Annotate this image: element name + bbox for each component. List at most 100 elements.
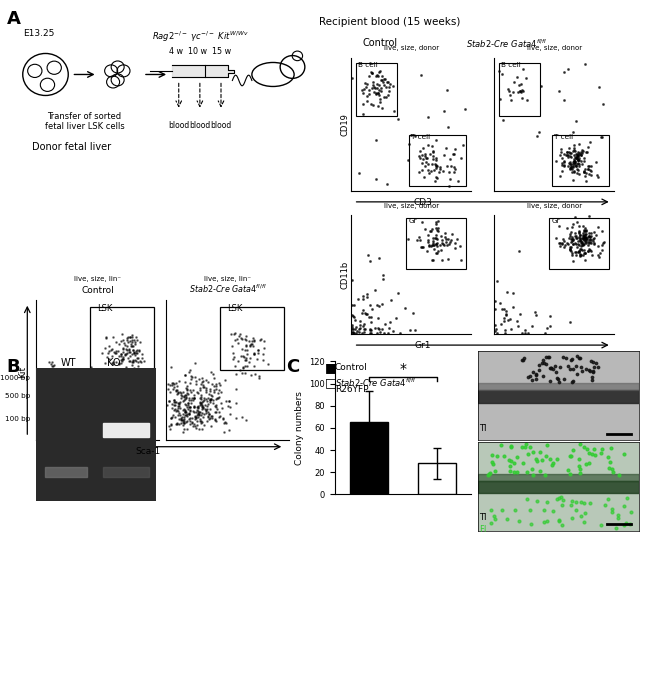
Point	[118, 343, 128, 354]
Point	[220, 374, 230, 385]
Point	[40, 393, 50, 404]
Point	[486, 518, 497, 529]
Point	[165, 419, 176, 430]
Point	[75, 379, 85, 389]
Point	[579, 226, 590, 237]
Point	[586, 160, 596, 171]
Point	[450, 243, 460, 254]
Point	[122, 340, 132, 351]
Point	[567, 232, 578, 243]
Point	[118, 344, 128, 355]
Point	[186, 394, 196, 405]
Point	[188, 393, 199, 404]
Point	[347, 72, 358, 83]
Point	[181, 417, 191, 428]
Point	[49, 389, 60, 400]
Point	[378, 76, 388, 87]
Point	[248, 349, 259, 360]
Text: $Stab2$-$Cre\ Gata4^{fl/fl}$: $Stab2$-$Cre\ Gata4^{fl/fl}$	[466, 38, 548, 50]
Point	[233, 331, 244, 342]
Point	[51, 401, 62, 412]
Point	[248, 341, 258, 352]
Point	[45, 417, 55, 428]
Point	[108, 356, 118, 367]
Point	[584, 243, 595, 254]
Point	[215, 398, 226, 409]
Point	[211, 383, 222, 394]
Point	[230, 360, 240, 371]
Point	[369, 284, 380, 295]
Point	[51, 410, 61, 421]
Point	[184, 367, 194, 378]
Point	[259, 336, 269, 347]
Point	[164, 396, 175, 406]
Point	[131, 346, 141, 357]
Point	[122, 334, 132, 345]
Point	[178, 409, 188, 419]
Point	[415, 235, 426, 246]
Point	[446, 161, 456, 172]
Point	[427, 224, 437, 235]
Point	[438, 239, 448, 250]
Point	[496, 318, 506, 329]
Point	[47, 380, 58, 391]
Point	[42, 379, 52, 390]
Text: 4 w  10 w  15 w: 4 w 10 w 15 w	[169, 48, 231, 57]
Text: Gr1: Gr1	[414, 341, 431, 350]
Point	[581, 237, 592, 248]
Point	[48, 405, 58, 416]
Point	[126, 341, 136, 352]
Point	[580, 232, 590, 243]
Point	[57, 381, 68, 392]
Bar	[90, 307, 154, 370]
Point	[46, 390, 56, 401]
Point	[52, 415, 62, 426]
Point	[554, 376, 564, 387]
Point	[197, 408, 207, 419]
Point	[416, 70, 426, 80]
Point	[36, 408, 46, 419]
Point	[367, 68, 377, 79]
Point	[197, 424, 207, 434]
Point	[583, 164, 593, 175]
Point	[567, 376, 578, 387]
Point	[428, 233, 438, 243]
Point	[504, 454, 514, 465]
Point	[201, 383, 211, 394]
Point	[583, 239, 593, 250]
Point	[586, 355, 597, 366]
Point	[552, 373, 563, 384]
Point	[139, 355, 150, 366]
Point	[47, 410, 57, 421]
Point	[491, 451, 502, 462]
Point	[131, 353, 142, 364]
Text: blood: blood	[168, 121, 189, 130]
Point	[211, 381, 221, 391]
Point	[372, 70, 383, 81]
Point	[575, 235, 585, 246]
Point	[575, 243, 586, 254]
Point	[352, 325, 363, 336]
Point	[584, 364, 594, 375]
Point	[53, 391, 63, 402]
Point	[569, 139, 579, 150]
Point	[233, 355, 243, 366]
Point	[448, 149, 459, 160]
Point	[574, 158, 584, 169]
Point	[574, 169, 584, 180]
Point	[198, 382, 208, 393]
Point	[495, 298, 505, 309]
Point	[410, 325, 420, 336]
Point	[509, 466, 519, 477]
Point	[550, 361, 560, 372]
Point	[73, 384, 83, 395]
Point	[88, 383, 99, 394]
Point	[419, 171, 429, 182]
Point	[130, 350, 140, 361]
Point	[356, 308, 367, 318]
Point	[360, 81, 370, 92]
Point	[592, 170, 602, 181]
Point	[127, 366, 137, 377]
Point	[192, 402, 203, 413]
Point	[579, 235, 590, 246]
